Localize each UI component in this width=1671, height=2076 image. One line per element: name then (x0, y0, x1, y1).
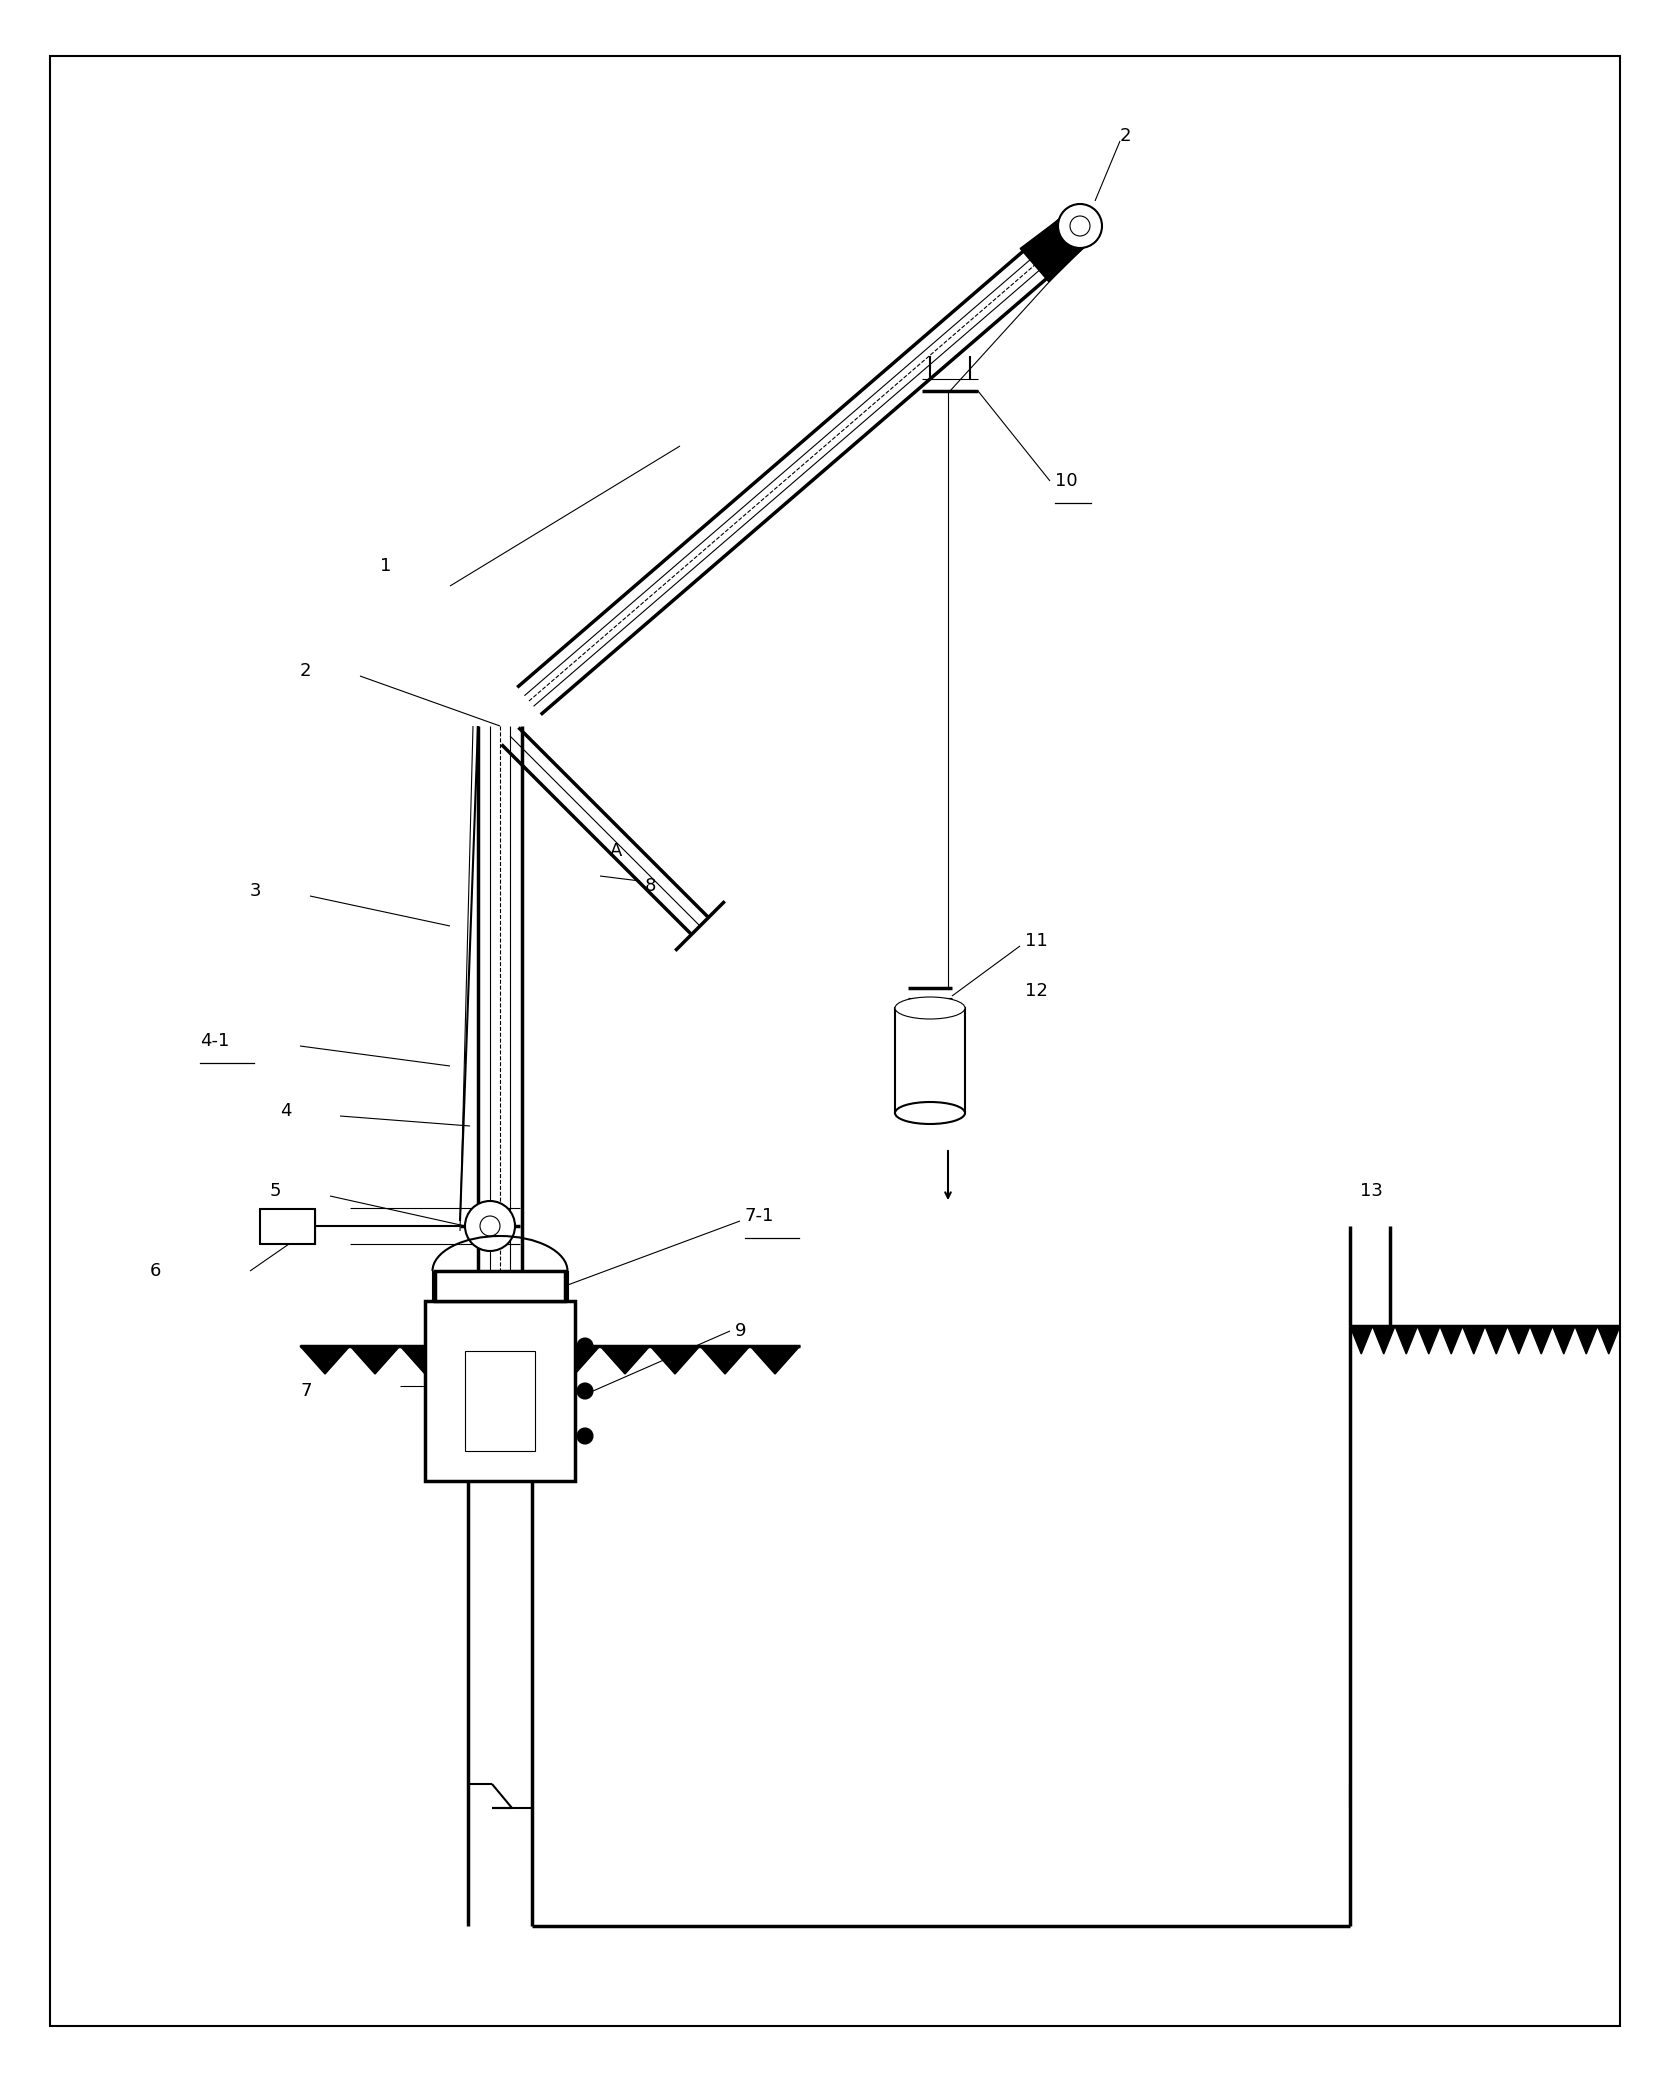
Polygon shape (750, 1345, 800, 1374)
Ellipse shape (896, 996, 964, 1019)
Polygon shape (600, 1345, 650, 1374)
Circle shape (576, 1339, 593, 1354)
Text: 3: 3 (251, 882, 261, 901)
Bar (896, 1009, 964, 1113)
Text: A: A (610, 843, 622, 859)
Text: 2: 2 (301, 662, 311, 681)
Circle shape (1069, 216, 1089, 237)
Polygon shape (1552, 1327, 1576, 1354)
Polygon shape (1462, 1327, 1486, 1354)
Polygon shape (650, 1345, 700, 1374)
Text: 9: 9 (735, 1322, 747, 1339)
Polygon shape (1576, 1327, 1597, 1354)
Polygon shape (1395, 1327, 1417, 1354)
Polygon shape (301, 1345, 349, 1374)
Polygon shape (550, 1345, 600, 1374)
Polygon shape (1440, 1327, 1462, 1354)
Circle shape (465, 1202, 515, 1252)
Polygon shape (1507, 1327, 1531, 1354)
Polygon shape (349, 1345, 399, 1374)
Circle shape (480, 1217, 500, 1235)
Bar (465, 1351, 535, 1451)
Polygon shape (700, 1345, 750, 1374)
Text: 4: 4 (281, 1102, 291, 1119)
Text: 13: 13 (1360, 1181, 1384, 1200)
Polygon shape (500, 1345, 550, 1374)
Text: 1: 1 (379, 556, 391, 575)
Circle shape (576, 1383, 593, 1399)
Circle shape (1058, 203, 1101, 247)
Text: 2: 2 (1120, 127, 1131, 145)
Text: 8: 8 (645, 876, 657, 895)
Polygon shape (449, 1345, 500, 1374)
Polygon shape (1021, 212, 1091, 282)
Polygon shape (1531, 1327, 1552, 1354)
Text: 10: 10 (1054, 471, 1078, 490)
Polygon shape (1597, 1327, 1619, 1354)
Bar (434, 1271, 565, 1302)
Circle shape (576, 1428, 593, 1445)
Bar (424, 1302, 575, 1480)
Polygon shape (1372, 1327, 1395, 1354)
Bar (261, 1208, 316, 1244)
Polygon shape (1486, 1327, 1507, 1354)
Polygon shape (1350, 1327, 1372, 1354)
Text: 7-1: 7-1 (745, 1206, 774, 1225)
Polygon shape (1417, 1327, 1440, 1354)
Text: 4-1: 4-1 (201, 1032, 229, 1050)
Polygon shape (399, 1345, 449, 1374)
Text: 5: 5 (271, 1181, 281, 1200)
Ellipse shape (896, 1102, 964, 1123)
Text: 12: 12 (1024, 982, 1048, 1001)
Text: 11: 11 (1024, 932, 1048, 951)
Text: 7: 7 (301, 1383, 311, 1399)
Text: 6: 6 (150, 1262, 162, 1281)
